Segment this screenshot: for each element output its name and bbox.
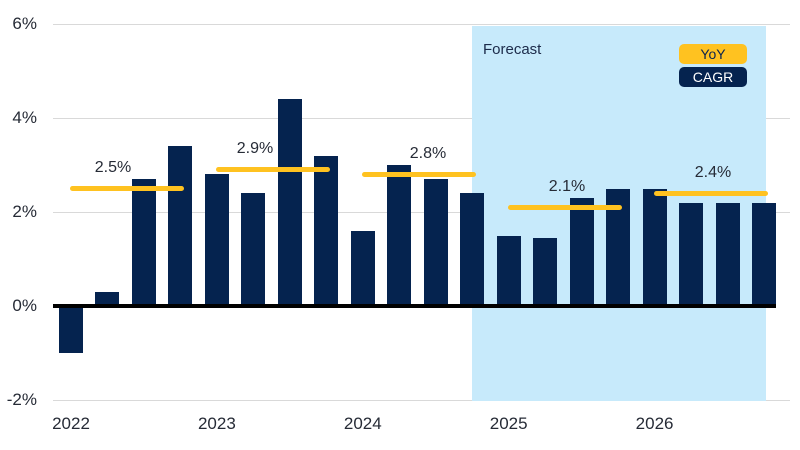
x-tick-label-2024: 2024	[343, 414, 382, 433]
y-tick-label-neg2pct: -2%	[6, 390, 37, 409]
bar-2022-q3	[131, 179, 156, 306]
zero-axis-line	[53, 304, 776, 308]
annual-line-value-2025: 2.1%	[548, 177, 586, 195]
x-tick-label-2022: 2022	[52, 414, 90, 433]
gridline-4pct	[53, 117, 790, 119]
bar-2026-q1	[642, 188, 667, 306]
bar-2022-q2	[95, 291, 120, 306]
legend-item-cagr[interactable]: CAGR	[679, 67, 747, 87]
annual-line-2025	[507, 204, 623, 210]
bar-2026-q2	[679, 202, 704, 306]
gridline-2pct	[53, 211, 790, 213]
bar-2022-q4	[168, 146, 193, 306]
bar-2024-q2	[387, 165, 412, 306]
bar-2022-q1	[59, 306, 83, 353]
annual-line-2026	[653, 190, 768, 196]
bar-2024-q1	[350, 230, 375, 306]
forecast-label: Forecast	[483, 41, 542, 58]
annual-line-value-2024: 2.8%	[409, 144, 447, 162]
bar-2025-q3	[569, 197, 594, 306]
annual-line-value-2026: 2.4%	[694, 163, 732, 181]
gridline-6pct	[53, 23, 790, 25]
gridline-neg2pct	[53, 399, 790, 401]
annual-line-2022	[70, 186, 185, 191]
bar-2024-q4	[460, 193, 485, 306]
y-tick-label-4pct: 4%	[12, 108, 37, 127]
annual-line-2024	[361, 171, 477, 177]
bar-2024-q3	[423, 179, 448, 306]
legend-item-yoy[interactable]: YoY	[679, 44, 747, 64]
bar-2025-q1	[496, 235, 521, 306]
annual-line-value-2023: 2.9%	[236, 140, 274, 158]
bar-2026-q4	[752, 202, 776, 306]
legend: YoY CAGR	[679, 44, 747, 87]
annual-line-value-2022: 2.5%	[94, 159, 132, 176]
bar-2023-q1	[204, 174, 229, 306]
y-tick-label-6pct: 6%	[12, 14, 37, 33]
annual-line-2023	[215, 167, 331, 173]
x-tick-label-2023: 2023	[197, 414, 236, 433]
x-tick-label-2026: 2026	[635, 414, 674, 433]
x-tick-label-2025: 2025	[489, 414, 528, 433]
bar-2023-q4	[314, 155, 339, 306]
bar-2023-q3	[277, 99, 302, 306]
y-tick-label-0pct: 0%	[12, 296, 37, 315]
bar-2025-q2	[533, 237, 558, 306]
y-tick-label-2pct: 2%	[12, 202, 37, 221]
bar-2023-q2	[241, 193, 266, 306]
bar-2026-q3	[715, 202, 740, 306]
